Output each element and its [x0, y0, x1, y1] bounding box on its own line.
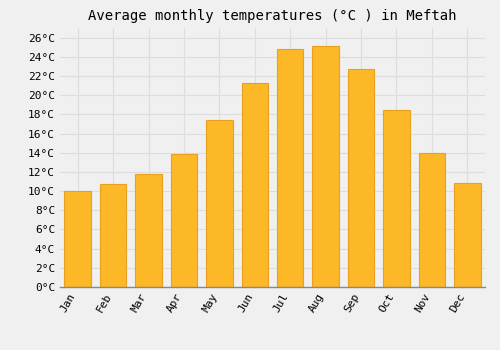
Bar	[242, 83, 268, 287]
Bar	[312, 46, 339, 287]
Title: Average monthly temperatures (°C ) in Meftah: Average monthly temperatures (°C ) in Me…	[88, 9, 457, 23]
Bar	[277, 49, 303, 287]
Bar	[348, 69, 374, 287]
Bar	[206, 120, 233, 287]
Bar	[136, 174, 162, 287]
Bar	[454, 183, 480, 287]
Bar	[64, 191, 91, 287]
Bar	[383, 110, 409, 287]
Bar	[100, 184, 126, 287]
Bar	[170, 154, 197, 287]
Bar	[418, 153, 445, 287]
